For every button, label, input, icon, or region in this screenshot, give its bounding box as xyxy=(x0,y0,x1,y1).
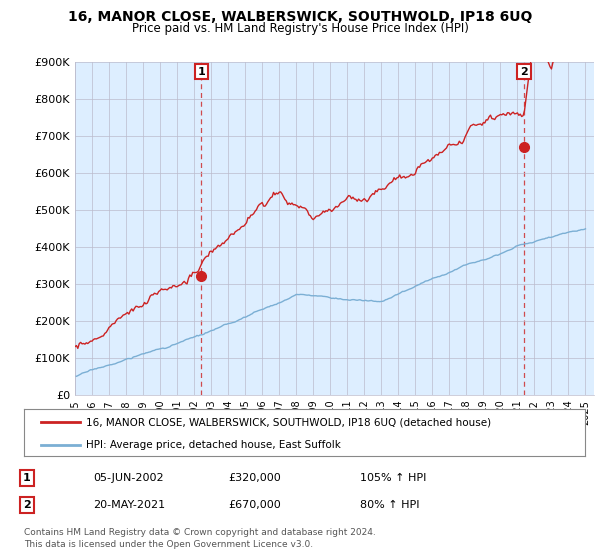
Text: Contains HM Land Registry data © Crown copyright and database right 2024.
This d: Contains HM Land Registry data © Crown c… xyxy=(24,528,376,549)
Text: Price paid vs. HM Land Registry's House Price Index (HPI): Price paid vs. HM Land Registry's House … xyxy=(131,22,469,35)
Text: £320,000: £320,000 xyxy=(228,473,281,483)
Text: 2: 2 xyxy=(520,67,528,77)
Text: 16, MANOR CLOSE, WALBERSWICK, SOUTHWOLD, IP18 6UQ (detached house): 16, MANOR CLOSE, WALBERSWICK, SOUTHWOLD,… xyxy=(86,417,491,427)
Text: 105% ↑ HPI: 105% ↑ HPI xyxy=(360,473,427,483)
Text: HPI: Average price, detached house, East Suffolk: HPI: Average price, detached house, East… xyxy=(86,440,341,450)
Text: 05-JUN-2002: 05-JUN-2002 xyxy=(93,473,164,483)
Text: 20-MAY-2021: 20-MAY-2021 xyxy=(93,500,165,510)
Text: £670,000: £670,000 xyxy=(228,500,281,510)
Text: 2: 2 xyxy=(23,500,31,510)
Text: 16, MANOR CLOSE, WALBERSWICK, SOUTHWOLD, IP18 6UQ: 16, MANOR CLOSE, WALBERSWICK, SOUTHWOLD,… xyxy=(68,10,532,24)
Text: 1: 1 xyxy=(23,473,31,483)
Text: 1: 1 xyxy=(197,67,205,77)
Text: 80% ↑ HPI: 80% ↑ HPI xyxy=(360,500,419,510)
